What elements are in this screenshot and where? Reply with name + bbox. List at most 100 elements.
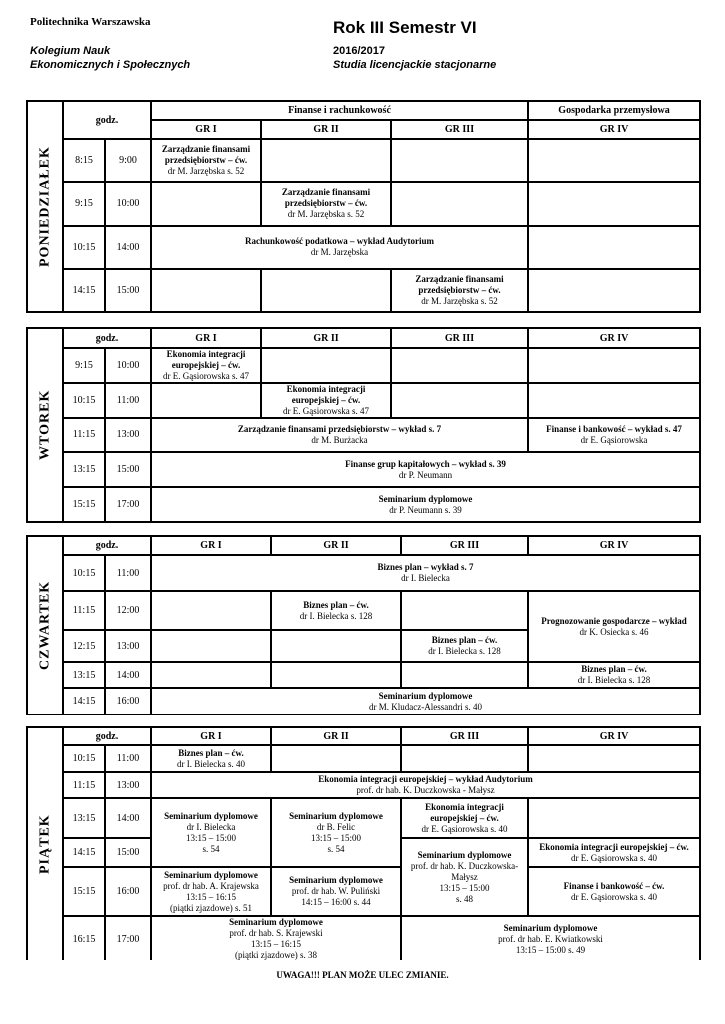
empty-cell <box>262 269 390 311</box>
empty-cell <box>402 746 527 771</box>
class-info: prof. dr hab. S. Krajewski 13:15 – 16:15… <box>229 928 323 960</box>
start-time: 10:15 <box>64 746 104 771</box>
end-time: 14:00 <box>106 799 150 837</box>
group-header: GR I <box>152 728 270 744</box>
class-title: Biznes plan – ćw. <box>303 599 369 610</box>
hours-header: godz. <box>64 728 150 744</box>
class-title: Ekonomia integracji europejskiej – wykła… <box>318 774 533 784</box>
page-title: Rok III Semestr VI <box>333 18 477 37</box>
end-time: 14:00 <box>106 226 150 268</box>
end-time: 9:00 <box>106 140 150 182</box>
thursday-table: CZWARTEK godz. GR I GR II GR III GR IV 1… <box>26 535 701 715</box>
end-time: 13:00 <box>106 773 150 797</box>
group-header: GR III <box>402 728 527 744</box>
class-title: Ekonomia integracji europejskiej – ćw. <box>166 349 246 370</box>
class-info: dr P. Neumann s. 39 <box>389 504 462 515</box>
class-cell: Seminarium dyplomowe dr I. Bielecka 13:15… <box>152 799 270 866</box>
empty-cell <box>152 383 260 417</box>
group-header: GR III <box>392 329 527 347</box>
class-info: dr I. Bielecka <box>401 573 450 583</box>
class-cell: Zarządzanie finansami przedsiębiorstw – … <box>152 418 527 452</box>
class-cell: Ekonomia integracji europejskiej – ćw. dr… <box>529 839 699 866</box>
class-info: dr E. Gąsiorowska s. 40 <box>421 823 508 834</box>
empty-cell <box>152 183 260 225</box>
day-label: WTOREK <box>28 329 62 521</box>
class-title: Zarządzanie finansami przedsiębiorstw – … <box>161 144 251 166</box>
class-title: Biznes plan – wykład s. 7 <box>377 562 474 572</box>
hours-header: godz. <box>64 102 150 138</box>
start-time: 10:15 <box>64 556 104 590</box>
end-time: 17:00 <box>106 488 150 521</box>
start-time: 15:15 <box>64 868 104 915</box>
class-title: Ekonomia integracji europejskiej – ćw. <box>425 801 504 823</box>
class-info: dr M. Jarzębska s. 52 <box>167 166 245 177</box>
empty-cell <box>529 269 699 311</box>
study-mode: Studia licencjackie stacjonarne <box>333 59 497 71</box>
class-title: Ekonomia integracji europejskiej – ćw. <box>286 383 366 405</box>
class-cell: Seminarium dyplomowe dr B. Felic 13:15 – … <box>272 799 400 866</box>
class-info: dr I. Bielecka s. 40 <box>177 758 245 769</box>
start-time: 13:15 <box>64 453 104 487</box>
class-info: dr M. Jarzębska <box>310 247 369 258</box>
class-cell: Finanse grup kapitałowych – wykład s. 39… <box>152 453 699 487</box>
class-info: prof. dr hab. A. Krajewska 13:15 – 16:15… <box>163 880 259 913</box>
class-cell: Biznes plan – ćw. dr I. Bielecka s. 128 <box>402 631 527 661</box>
start-time: 16:15 <box>64 917 104 961</box>
group-header: GR II <box>262 121 390 138</box>
class-info: prof. dr hab. W. Puliński 14:15 – 16:00 … <box>291 886 381 907</box>
end-time: 16:00 <box>106 868 150 915</box>
class-cell: Seminarium dyplomowe dr M. Kludacz-Alessa… <box>152 689 699 714</box>
class-title: Zarządzanie finansami przedsiębiorstw – … <box>415 273 504 295</box>
end-time: 10:00 <box>106 349 150 382</box>
group-header: GR IV <box>529 329 699 347</box>
class-info: prof. dr hab. K. Duczkowska- Małysz 13:1… <box>410 860 519 904</box>
class-info: dr I. Bielecka 13:15 – 15:00 s. 54 <box>185 821 236 854</box>
class-title: Biznes plan – ćw. <box>178 747 244 758</box>
start-time: 12:15 <box>64 631 104 661</box>
class-cell: Seminarium dyplomowe prof. dr hab. K. Duc… <box>402 839 527 915</box>
day-label: CZWARTEK <box>28 537 62 714</box>
class-info: dr P. Neumann <box>398 469 453 480</box>
class-title: Zarządzanie finansami przedsiębiorstw – … <box>281 187 371 209</box>
start-time: 13:15 <box>64 799 104 837</box>
class-info: dr E. Gąsiorowska <box>580 434 648 445</box>
year-info: 2016/2017 Studia licencjackie stacjonarne <box>333 44 496 72</box>
start-time: 14:15 <box>64 689 104 714</box>
empty-cell <box>152 592 270 629</box>
end-time: 15:00 <box>106 453 150 487</box>
end-time: 14:00 <box>106 663 150 687</box>
empty-cell <box>529 383 699 417</box>
class-cell: Zarządzanie finansami przedsiębiorstw – … <box>152 140 260 182</box>
empty-cell <box>402 663 527 687</box>
empty-cell <box>529 349 699 382</box>
empty-cell <box>529 746 699 771</box>
class-cell: Biznes plan – ćw. dr I. Bielecka s. 40 <box>152 746 270 771</box>
start-time: 11:15 <box>64 773 104 797</box>
day-label: PIĄTEK <box>28 728 62 961</box>
empty-cell <box>262 349 390 382</box>
empty-cell <box>529 140 699 182</box>
empty-cell <box>402 592 527 629</box>
empty-cell <box>272 663 400 687</box>
class-cell: Ekonomia integracji europejskiej – ćw. dr… <box>152 349 260 382</box>
empty-cell <box>272 631 400 661</box>
class-info: prof. dr hab. E. Kwiatkowski 13:15 – 15:… <box>498 933 603 955</box>
class-title: Ekonomia integracji europejskiej – ćw. <box>539 841 689 852</box>
class-cell: Seminarium dyplomowe prof. dr hab. E. Kwi… <box>402 917 699 961</box>
group-header: GR II <box>262 329 390 347</box>
tuesday-table: WTOREK godz. GR I GR II GR III GR IV 9:1… <box>26 327 701 523</box>
class-cell: Ekonomia integracji europejskiej – ćw. dr… <box>402 799 527 837</box>
empty-cell <box>392 383 527 417</box>
group-header: GR II <box>272 537 400 554</box>
class-info: dr I. Bielecka s. 128 <box>577 675 651 685</box>
footer-note: UWAGA!!! PLAN MOŻE ULEC ZMIANIE. <box>276 970 449 980</box>
end-time: 15:00 <box>106 269 150 311</box>
class-info: dr M. Kludacz-Alessandri s. 40 <box>369 701 482 712</box>
end-time: 13:00 <box>106 418 150 452</box>
class-title: Rachunkowość podatkowa – wykład Audytori… <box>244 236 435 247</box>
class-cell: Seminarium dyplomowe dr P. Neumann s. 39 <box>152 488 699 521</box>
class-title: Finanse i bankowość – ćw. <box>563 880 665 891</box>
class-cell: Finanse i bankowość – wykład s. 47 dr E. … <box>529 418 699 452</box>
faculty-name: Kolegium Nauk Ekonomicznych i Społecznyc… <box>30 45 191 71</box>
major-header: Finanse i rachunkowość <box>152 102 527 119</box>
